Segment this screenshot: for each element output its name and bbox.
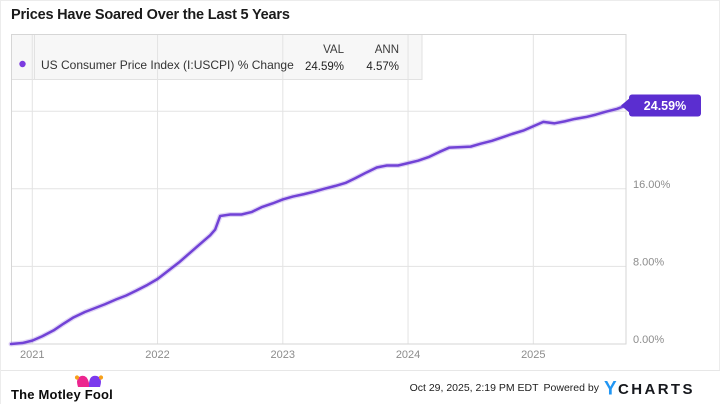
legend-val-value: 24.59% — [305, 61, 344, 73]
price-line — [8, 102, 629, 347]
tag-value: 24.59% — [644, 99, 686, 113]
jester-hat-icon — [74, 375, 104, 387]
tag-pointer — [621, 96, 631, 114]
x-axis-tick-label: 2025 — [521, 349, 545, 361]
ycharts-wordmark: CHARTS — [618, 381, 695, 398]
legend-ann-value: 4.57% — [366, 61, 399, 73]
powered-by-label: Powered by — [543, 382, 599, 394]
footer: The Motley Fool . Oct 29, 2025, 2:19 PM … — [1, 370, 720, 404]
ycharts-y-glyph: Y — [604, 379, 617, 399]
legend-series-label: US Consumer Price Index (I:USCPI) % Chan… — [41, 58, 294, 72]
last-value-tag: 24.59% — [621, 94, 701, 117]
legend — [11, 34, 423, 80]
axis-labels: 2021 2022 2023 2024 2025 16.00% 8.00% 0.00% — [20, 179, 670, 361]
chart-area: 2021 2022 2023 2024 2025 16.00% 8.00% 0.00% 24.… — [1, 1, 720, 371]
chart-canvas: 2021 2022 2023 2024 2025 16.00% 8.00% 0.00% 24.… — [8, 34, 701, 361]
price-line-stroke — [9, 104, 628, 346]
footer-attribution: Oct 29, 2025, 2:19 PM EDT Powered by Y C… — [410, 371, 716, 404]
legend-series-dot — [19, 60, 26, 68]
motley-fool-mark: . — [108, 391, 111, 401]
y-axis-tick-label: 8.00% — [633, 256, 664, 268]
legend-val-header: VAL — [323, 44, 344, 56]
x-axis-tick-label: 2022 — [145, 349, 169, 361]
legend-ann-header: ANN — [375, 44, 399, 56]
plot-border — [11, 34, 627, 345]
x-axis-tick-label: 2024 — [396, 349, 420, 361]
timestamp: Oct 29, 2025, 2:19 PM EDT — [409, 382, 539, 394]
motley-fool-logo: The Motley Fool . — [11, 375, 113, 402]
x-axis-tick-label: 2023 — [271, 349, 295, 361]
tag-body — [629, 94, 701, 117]
ycharts-logo: Y CHARTS — [604, 379, 695, 399]
legend-box — [11, 34, 423, 80]
y-axis-tick-label: 16.00% — [633, 179, 671, 191]
y-axis-tick-label: 0.00% — [633, 334, 664, 346]
chart-title: Prices Have Soared Over the Last 5 Years — [11, 7, 290, 23]
x-axis-tick-label: 2021 — [20, 349, 44, 361]
motley-fool-wordmark: The Motley Fool — [11, 387, 113, 402]
